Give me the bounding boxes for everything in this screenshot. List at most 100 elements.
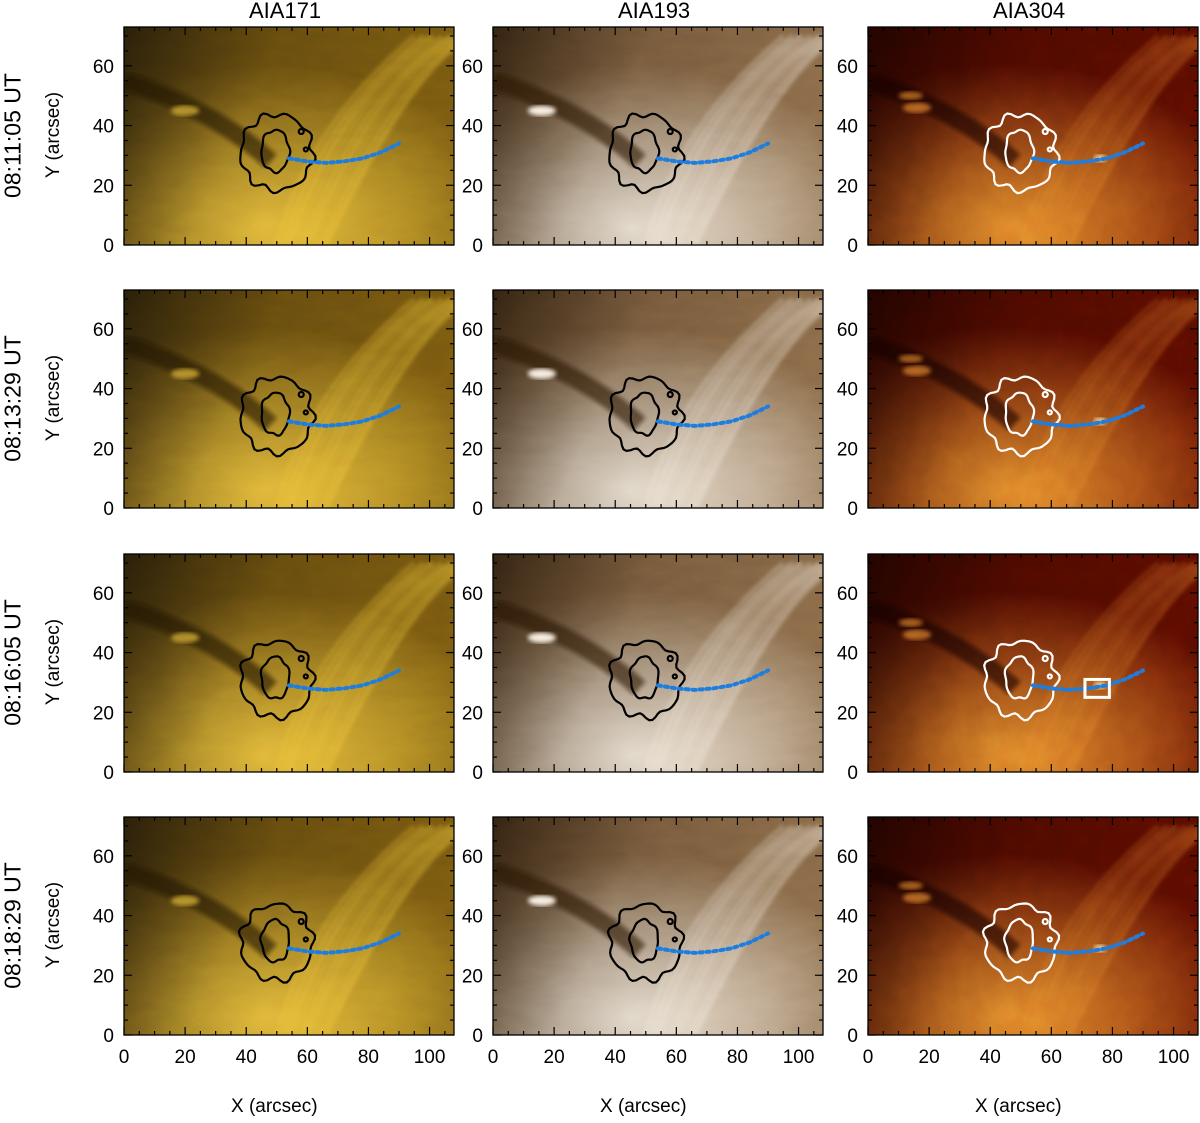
- x-tick-label: 20: [919, 1047, 940, 1068]
- y-tick-label: 60: [93, 584, 114, 605]
- y-tick-label: 40: [462, 117, 483, 138]
- panel-frame: [867, 816, 1199, 1036]
- y-axis-label: Y (arcsec): [43, 91, 64, 179]
- contour-lines: [606, 902, 686, 984]
- y-tick-label: 0: [472, 236, 483, 257]
- contour-lines: [981, 902, 1061, 984]
- y-tick-label: 20: [93, 439, 114, 460]
- contour-lines: [237, 902, 317, 984]
- inner-contour: [628, 655, 660, 700]
- y-tick-label: 0: [103, 763, 114, 784]
- column-title: AIA171: [249, 0, 322, 23]
- y-tick-label: 0: [847, 236, 858, 257]
- y-tick-label: 0: [103, 499, 114, 520]
- loop-trace: [1031, 141, 1145, 165]
- y-tick-label: 40: [93, 117, 114, 138]
- inner-contour: [259, 917, 290, 964]
- y-tick-label: 60: [462, 847, 483, 868]
- x-axis-label: X (arcsec): [975, 1096, 1062, 1117]
- contour-spot: [671, 146, 678, 153]
- contour-spot: [671, 673, 678, 680]
- contour-spot: [297, 127, 305, 136]
- contour-spot: [302, 409, 309, 416]
- y-tick-label: 40: [462, 380, 483, 401]
- y-tick-label: 40: [837, 907, 858, 928]
- x-tick-label: 80: [358, 1047, 379, 1068]
- panel-aia193-row4: 0 20 40 60 0 20 40 60 80 100: [462, 816, 824, 1068]
- x-axis-label: X (arcsec): [231, 1096, 318, 1117]
- outer-contour: [239, 639, 317, 722]
- y-tick-label: 40: [462, 907, 483, 928]
- y-tick-label: 60: [462, 584, 483, 605]
- contour-spot: [666, 654, 674, 663]
- contour-spot: [1041, 127, 1049, 136]
- y-tick-label: 20: [93, 176, 114, 197]
- contour-spot: [297, 917, 305, 926]
- contour-lines: [239, 639, 317, 722]
- y-tick-label: 20: [462, 176, 483, 197]
- y-tick-label: 60: [462, 320, 483, 341]
- loop-trace: [656, 141, 770, 165]
- outer-contour: [237, 902, 317, 984]
- y-tick-label: 0: [103, 1026, 114, 1047]
- inner-contour: [628, 917, 659, 964]
- x-tick-label: 0: [863, 1047, 874, 1068]
- y-tick-label: 20: [93, 966, 114, 987]
- y-tick-label: 0: [847, 763, 858, 784]
- outer-contour: [608, 639, 686, 722]
- loop-trace: [656, 931, 770, 955]
- inner-contour: [629, 128, 661, 175]
- contour-spot: [302, 146, 309, 153]
- y-tick-label: 60: [837, 320, 858, 341]
- y-axis-label: Y (arcsec): [43, 618, 64, 706]
- column-title: AIA193: [618, 0, 691, 23]
- y-tick-label: 20: [837, 966, 858, 987]
- y-axis-label: Y (arcsec): [43, 354, 64, 442]
- y-tick-label: 0: [472, 499, 483, 520]
- y-tick-label: 20: [462, 966, 483, 987]
- x-tick-label: 0: [488, 1047, 499, 1068]
- y-tick-label: 60: [93, 57, 114, 78]
- panel-aia304-row4: 0 20 40 60 0 20 40 60 80 100: [837, 816, 1199, 1068]
- y-tick-label: 60: [93, 847, 114, 868]
- panel-frame: [123, 553, 455, 773]
- inner-contour: [1004, 128, 1036, 175]
- y-tick-label: 0: [103, 236, 114, 257]
- outer-contour: [608, 375, 686, 458]
- y-tick-label: 40: [93, 907, 114, 928]
- contour-spot: [1046, 936, 1053, 943]
- panel-frame: [492, 553, 824, 773]
- contour-lines: [983, 375, 1061, 458]
- y-tick-label: 20: [837, 703, 858, 724]
- row-time-label: 08:18:29 UT: [0, 862, 26, 989]
- contour-lines: [983, 112, 1061, 195]
- panel-frame: [492, 816, 824, 1036]
- contour-lines: [239, 375, 317, 458]
- x-axis-label: X (arcsec): [600, 1096, 687, 1117]
- x-tick-label: 60: [297, 1047, 318, 1068]
- contour-spot: [666, 917, 674, 926]
- x-tick-label: 100: [1158, 1047, 1190, 1068]
- y-tick-label: 40: [837, 644, 858, 665]
- y-tick-label: 60: [837, 847, 858, 868]
- contour-lines: [239, 112, 317, 195]
- x-tick-label: 40: [236, 1047, 257, 1068]
- panel-aia193-row2: 0 20 40 60: [462, 289, 824, 520]
- contour-spot: [666, 127, 674, 136]
- panel-frame: [492, 289, 824, 509]
- panel-aia304-row3: 0 20 40 60: [837, 553, 1199, 784]
- x-tick-label: 60: [666, 1047, 687, 1068]
- x-tick-label: 80: [1102, 1047, 1123, 1068]
- contour-spot: [671, 936, 678, 943]
- panel-aia171-row1: 0 20 40 60: [93, 26, 455, 257]
- x-tick-label: 40: [980, 1047, 1001, 1068]
- panel-frame: [867, 553, 1199, 773]
- panel-aia304-row1: 0 20 40 60: [837, 26, 1199, 257]
- inner-contour: [260, 391, 292, 437]
- loop-trace: [1031, 404, 1145, 428]
- y-axis-label: Y (arcsec): [43, 881, 64, 969]
- inner-contour: [629, 391, 661, 437]
- x-tick-label: 100: [783, 1047, 815, 1068]
- contour-spot: [1046, 673, 1053, 680]
- row-time-label: 08:11:05 UT: [0, 73, 26, 198]
